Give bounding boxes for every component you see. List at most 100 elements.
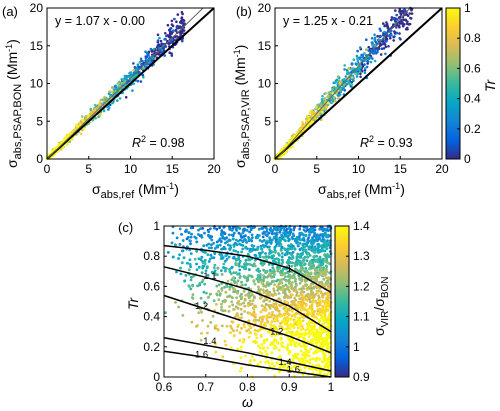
c-point <box>218 243 222 247</box>
c-point <box>306 275 310 278</box>
b-point <box>387 45 390 48</box>
c-point <box>308 254 312 257</box>
c-point <box>289 243 293 246</box>
c-point <box>259 360 263 364</box>
c-point <box>188 239 192 243</box>
c-point <box>322 277 326 281</box>
c-point <box>243 297 247 301</box>
c-point <box>228 294 231 298</box>
a-one-to-one-line <box>46 7 215 160</box>
c-point <box>207 246 211 250</box>
c-point <box>223 259 227 263</box>
c-point <box>259 333 263 337</box>
a-point <box>125 76 128 79</box>
b-point <box>392 39 396 42</box>
c-point <box>229 346 233 349</box>
c-point <box>269 226 273 230</box>
panel-b-colorbar-tick-label: 0.6 <box>464 61 481 75</box>
panel-c-colorbar-tick-label: 1.2 <box>353 279 370 293</box>
c-point <box>309 263 313 266</box>
b-y-tick-label: 20 <box>258 1 272 15</box>
c-point <box>243 310 247 313</box>
c-point <box>269 255 273 259</box>
c-point <box>183 279 187 283</box>
c-point <box>328 346 331 349</box>
c-point <box>310 238 313 242</box>
c-point <box>269 274 273 278</box>
panel-b-r2-label: R <box>360 136 369 150</box>
c-point <box>303 257 306 260</box>
c-point <box>290 331 294 335</box>
c-point <box>213 263 217 267</box>
b-point <box>373 38 377 41</box>
b-point <box>351 62 354 65</box>
c-point <box>246 303 250 307</box>
c-point <box>296 316 300 320</box>
c-point <box>293 247 297 251</box>
c-point <box>270 232 274 236</box>
b-point <box>320 110 324 114</box>
c-point <box>177 305 181 309</box>
a-point <box>170 23 174 26</box>
c-point <box>247 236 250 239</box>
c-point <box>265 270 269 273</box>
a-point <box>102 109 106 113</box>
b-point <box>359 75 362 79</box>
a-point <box>173 17 176 21</box>
panel-b-colorbar-tick-label: 0.8 <box>464 31 481 45</box>
a-point <box>172 29 175 32</box>
c-point <box>286 343 290 347</box>
c-point <box>206 274 210 277</box>
panel-c-colorbar-tick-label: 0.9 <box>353 370 370 384</box>
c-point <box>244 261 248 265</box>
a-point <box>149 47 153 51</box>
a-point <box>144 50 147 53</box>
c-contour-label: 1 <box>287 263 292 274</box>
c-point <box>320 239 323 243</box>
c-point <box>314 258 318 262</box>
c-point <box>216 273 219 277</box>
c-point <box>308 267 311 271</box>
c-point <box>305 253 309 256</box>
c-point <box>264 350 267 353</box>
a-point <box>167 28 171 32</box>
c-point <box>290 309 294 313</box>
c-point <box>254 333 258 337</box>
a-point <box>152 47 156 51</box>
c-point <box>210 238 214 242</box>
panel-b-x-label-close: ) <box>400 181 405 197</box>
c-point <box>315 277 319 281</box>
panel-b-y-label-close: ) <box>232 45 248 50</box>
c-point <box>261 235 265 239</box>
c-point <box>272 289 276 293</box>
b-point <box>326 103 330 107</box>
a-y-tick-label: 0 <box>36 152 43 166</box>
c-point <box>325 346 329 349</box>
c-point <box>256 248 259 251</box>
c-point <box>310 303 314 307</box>
a-point <box>114 87 118 90</box>
a-point <box>108 90 111 93</box>
c-point <box>267 312 271 315</box>
c-point <box>309 296 313 300</box>
a-point <box>146 62 150 66</box>
c-point <box>210 243 213 247</box>
panel-c-colorbar-label-main: σ <box>371 327 387 336</box>
b-point <box>398 8 402 11</box>
c-point <box>274 251 277 254</box>
c-point <box>210 256 214 259</box>
c-point <box>241 228 245 232</box>
c-point <box>321 295 325 299</box>
c-point <box>305 271 308 274</box>
c-point <box>166 251 170 254</box>
c-point <box>301 269 305 272</box>
c-point <box>272 272 276 276</box>
c-point <box>203 231 206 235</box>
a-point <box>139 80 143 83</box>
c-point <box>304 296 308 300</box>
c-point <box>301 299 305 303</box>
c-point <box>328 301 331 305</box>
b-point <box>343 64 347 67</box>
c-point <box>284 234 287 238</box>
c-point <box>199 338 203 342</box>
